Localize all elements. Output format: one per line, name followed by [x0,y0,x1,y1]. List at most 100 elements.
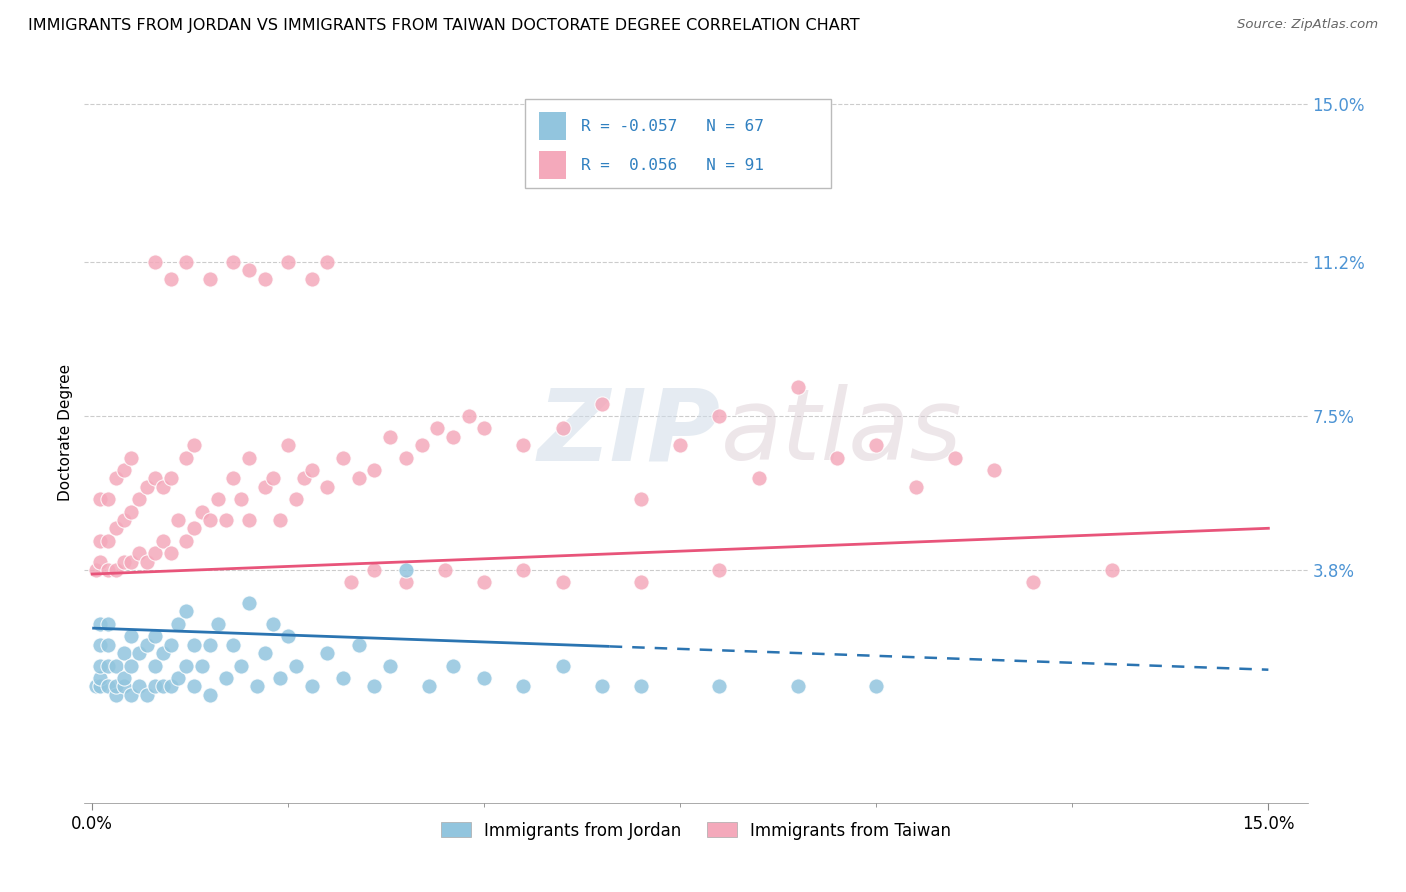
Point [159,271,181,285]
Point [112,646,135,660]
Point [380,430,402,444]
Point [143,658,166,673]
Point [128,646,150,660]
Point [253,480,276,494]
Point [112,463,135,477]
Point [104,658,127,673]
Point [269,671,291,685]
Point [174,605,197,619]
Text: Source: ZipAtlas.com: Source: ZipAtlas.com [1237,18,1378,31]
Point [825,450,848,465]
Point [128,546,150,560]
Point [222,255,245,269]
Point [630,492,652,507]
Point [285,492,308,507]
Point [97,563,120,577]
Point [472,671,495,685]
Point [246,679,269,693]
Point [143,629,166,643]
Point [332,450,354,465]
Point [174,533,197,548]
Point [136,555,159,569]
Point [630,679,652,693]
Point [457,409,479,423]
Point [89,679,111,693]
Point [143,471,166,485]
Point [104,521,127,535]
Point [120,688,142,702]
Point [136,688,159,702]
Point [112,555,135,569]
Point [152,533,174,548]
Point [198,271,221,285]
Point [143,255,166,269]
Point [332,671,354,685]
Point [167,671,190,685]
Point [943,450,966,465]
Point [214,513,236,527]
Point [120,629,142,643]
Point [301,271,323,285]
Point [269,513,291,527]
Point [551,575,574,590]
Point [551,421,574,435]
Point [709,409,731,423]
Bar [540,112,567,140]
Point [865,679,887,693]
Point [316,646,339,660]
Point [136,480,159,494]
Point [512,438,534,452]
Point [363,679,385,693]
Point [1101,563,1123,577]
Point [591,396,613,410]
Point [316,255,339,269]
Point [89,492,111,507]
Point [253,271,276,285]
Point [104,679,127,693]
Point [97,638,120,652]
Point [512,679,534,693]
Point [222,471,245,485]
Point [262,616,284,631]
Point [152,646,174,660]
Point [347,638,370,652]
Point [159,546,181,560]
Point [159,471,181,485]
Point [292,471,315,485]
Point [97,679,120,693]
Point [207,492,229,507]
Point [198,513,221,527]
Point [709,679,731,693]
Point [316,480,339,494]
Point [159,638,181,652]
Point [159,679,181,693]
Point [301,463,323,477]
Point [395,575,418,590]
Point [380,658,402,673]
Point [128,492,150,507]
Point [411,438,433,452]
Text: R =  0.056   N = 91: R = 0.056 N = 91 [581,158,763,173]
Point [183,521,205,535]
Point [167,616,190,631]
Point [152,480,174,494]
Point [89,555,111,569]
Point [152,679,174,693]
Point [472,421,495,435]
Point [441,430,464,444]
Point [97,658,120,673]
Legend: Immigrants from Jordan, Immigrants from Taiwan: Immigrants from Jordan, Immigrants from … [434,815,957,847]
Point [472,575,495,590]
Point [89,616,111,631]
Point [983,463,1005,477]
Point [97,533,120,548]
Point [104,471,127,485]
Point [238,450,260,465]
Point [89,658,111,673]
Point [551,658,574,673]
Point [222,638,245,652]
Point [84,563,107,577]
Point [441,658,464,673]
Point [89,533,111,548]
Point [238,513,260,527]
